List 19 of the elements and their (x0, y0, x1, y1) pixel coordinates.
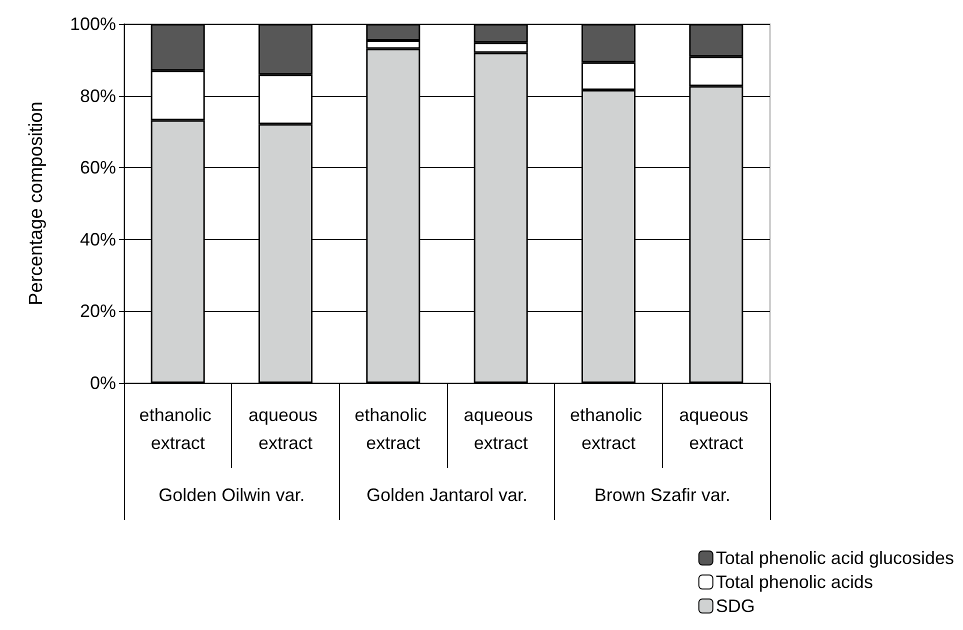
y-tick-label: 40% (80, 229, 116, 250)
x-tick-label: aqueous extract (248, 405, 323, 453)
legend-label: SDG (716, 596, 755, 616)
y-tick-label: 60% (80, 158, 116, 178)
y-tick-label: 100% (70, 14, 116, 34)
legend-label: Total phenolic acid glucosides (716, 548, 954, 568)
x-tick-label: aqueous extract (464, 405, 538, 453)
x-tick-label: aqueous extract (679, 405, 754, 453)
y-tick-label: 20% (80, 301, 116, 322)
y-tick-label: 0% (90, 373, 116, 393)
x-tick-label: ethanolic extract (354, 405, 432, 453)
text: Golden Oilwin var. (158, 485, 305, 505)
y-axis-title: Percentage composition (26, 102, 47, 306)
x-tick-label: ethanolic extract (570, 405, 648, 453)
x-tick-label: ethanolic extract (139, 405, 216, 453)
legend-label: Total phenolic acids (716, 572, 873, 592)
text: Golden Jantarol var. (366, 485, 528, 505)
text: Brown Szafir var. (594, 485, 730, 505)
y-tick-label: 80% (80, 86, 116, 106)
